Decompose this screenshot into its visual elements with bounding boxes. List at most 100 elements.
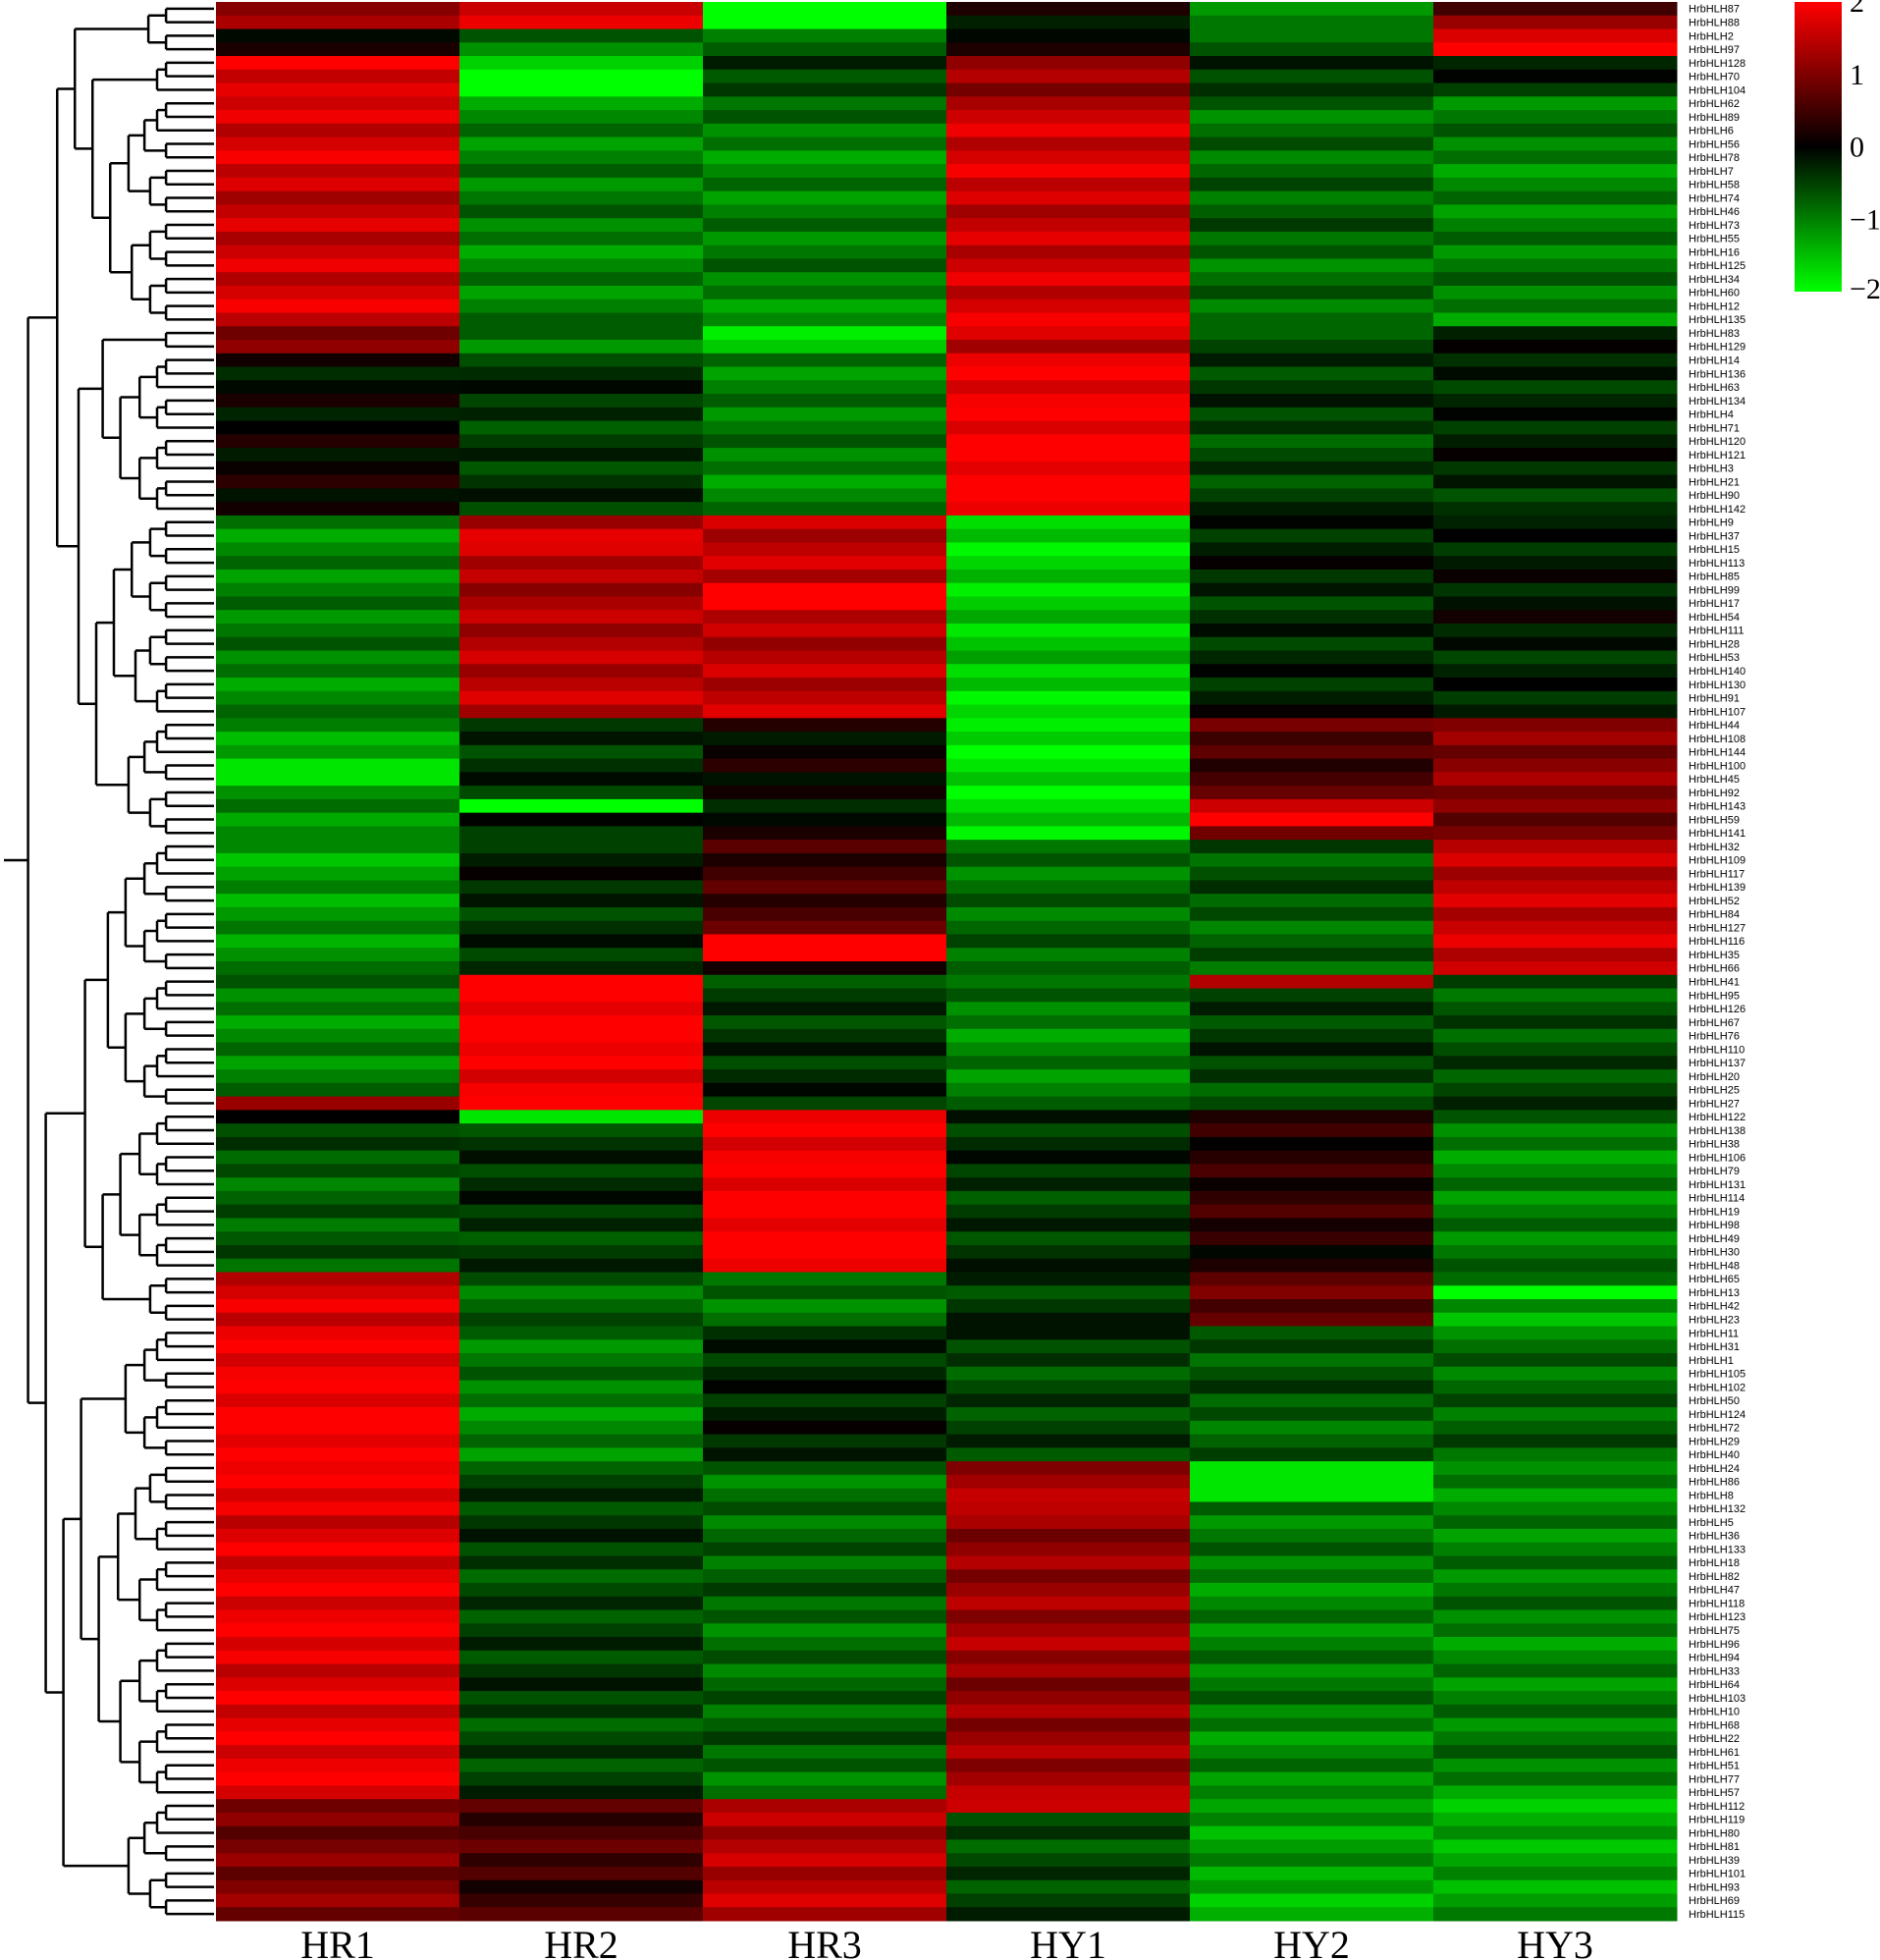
heatmap-cell bbox=[216, 1731, 460, 1746]
heatmap-cell bbox=[459, 1596, 704, 1611]
heatmap-cell bbox=[946, 1204, 1191, 1219]
row-label: HrbHLH4 bbox=[1689, 409, 1734, 421]
heatmap-cell bbox=[946, 1771, 1191, 1786]
heatmap-cell bbox=[216, 1164, 460, 1178]
heatmap-cell bbox=[946, 272, 1191, 287]
row-label: HrbHLH92 bbox=[1689, 788, 1740, 799]
heatmap-cell bbox=[216, 1515, 460, 1530]
heatmap-cell bbox=[946, 42, 1191, 57]
heatmap-cell bbox=[703, 474, 947, 489]
heatmap-cell bbox=[946, 1731, 1191, 1746]
heatmap-cell bbox=[946, 110, 1191, 125]
row-label: HrbHLH59 bbox=[1689, 814, 1740, 826]
heatmap-cell bbox=[946, 569, 1191, 584]
heatmap-cell bbox=[946, 974, 1191, 990]
heatmap-cell bbox=[459, 1028, 704, 1044]
heatmap-cell bbox=[216, 1447, 460, 1462]
heatmap-cell bbox=[1190, 136, 1434, 151]
heatmap-cell bbox=[1190, 82, 1434, 97]
heatmap-cell bbox=[703, 136, 947, 151]
heatmap-cell bbox=[946, 744, 1191, 760]
heatmap-cell bbox=[946, 1812, 1191, 1827]
heatmap-cell bbox=[216, 1028, 460, 1044]
heatmap-cell bbox=[946, 650, 1191, 665]
heatmap-cell bbox=[703, 1825, 947, 1840]
heatmap-cell bbox=[946, 894, 1191, 908]
row-label: HrbHLH39 bbox=[1689, 1855, 1740, 1867]
heatmap-cell bbox=[1433, 866, 1678, 881]
row-label: HrbHLH34 bbox=[1689, 274, 1740, 286]
row-label: HrbHLH19 bbox=[1689, 1206, 1740, 1218]
row-dendrogram bbox=[4, 7, 214, 1916]
heatmap-cell bbox=[1433, 1177, 1678, 1192]
heatmap-cell bbox=[1433, 164, 1678, 179]
heatmap-cell bbox=[703, 664, 947, 679]
heatmap-cell bbox=[703, 840, 947, 854]
heatmap-cell bbox=[946, 218, 1191, 233]
heatmap-cell bbox=[459, 123, 704, 138]
heatmap-cell bbox=[946, 880, 1191, 895]
heatmap-cell bbox=[459, 906, 704, 922]
heatmap-cell bbox=[946, 1123, 1191, 1138]
heatmap-cell bbox=[703, 1056, 947, 1070]
heatmap-cell bbox=[703, 272, 947, 287]
heatmap-cell bbox=[1433, 1839, 1678, 1854]
heatmap-cell bbox=[1190, 1501, 1434, 1516]
heatmap-cell bbox=[946, 1326, 1191, 1340]
color-scale-tick-label: −2 bbox=[1850, 273, 1880, 305]
row-label: HrbHLH58 bbox=[1689, 180, 1740, 191]
heatmap-cell bbox=[459, 866, 704, 881]
row-label: HrbHLH113 bbox=[1689, 558, 1745, 570]
heatmap-cell bbox=[216, 15, 460, 30]
heatmap-cell bbox=[459, 1785, 704, 1800]
heatmap-cell bbox=[1190, 434, 1434, 449]
row-label: HrbHLH118 bbox=[1689, 1598, 1745, 1609]
row-label: HrbHLH121 bbox=[1689, 450, 1746, 462]
heatmap-cell bbox=[1190, 1637, 1434, 1652]
heatmap-cell bbox=[946, 245, 1191, 259]
heatmap-cell bbox=[1433, 1028, 1678, 1044]
heatmap-cell bbox=[1190, 1353, 1434, 1368]
heatmap-cell bbox=[703, 934, 947, 949]
heatmap-cell bbox=[1433, 110, 1678, 125]
heatmap-cell bbox=[703, 582, 947, 597]
heatmap-cell bbox=[1190, 1312, 1434, 1328]
heatmap-cell bbox=[1190, 164, 1434, 179]
heatmap-cell bbox=[703, 1136, 947, 1152]
row-label: HrbHLH38 bbox=[1689, 1139, 1740, 1151]
heatmap-cell bbox=[1190, 1285, 1434, 1300]
heatmap-cell bbox=[1190, 1569, 1434, 1584]
heatmap-cell bbox=[459, 1609, 704, 1624]
heatmap-cell bbox=[1190, 1866, 1434, 1881]
heatmap-cell bbox=[1433, 920, 1678, 935]
heatmap-cell bbox=[459, 1758, 704, 1773]
heatmap-cell bbox=[1433, 988, 1678, 1003]
heatmap-cell bbox=[1190, 474, 1434, 489]
heatmap-cell bbox=[216, 1326, 460, 1340]
heatmap-cell bbox=[459, 988, 704, 1003]
heatmap-cell bbox=[1190, 1447, 1434, 1462]
row-label: HrbHLH124 bbox=[1689, 1409, 1746, 1421]
heatmap-cell bbox=[946, 582, 1191, 597]
heatmap-cell bbox=[459, 690, 704, 706]
heatmap-cell bbox=[1190, 920, 1434, 935]
heatmap-cell bbox=[459, 1069, 704, 1084]
heatmap-cell bbox=[1190, 840, 1434, 854]
heatmap-cell bbox=[1433, 1704, 1678, 1719]
heatmap-cell bbox=[1433, 1326, 1678, 1340]
heatmap-cell bbox=[946, 664, 1191, 679]
heatmap-cell bbox=[459, 1326, 704, 1340]
row-label: HrbHLH33 bbox=[1689, 1665, 1740, 1677]
heatmap-cell bbox=[459, 1663, 704, 1678]
heatmap-cell bbox=[1190, 488, 1434, 503]
heatmap-cell bbox=[946, 96, 1191, 111]
heatmap-cell bbox=[216, 1002, 460, 1016]
heatmap-cell bbox=[1433, 664, 1678, 679]
heatmap-cell bbox=[1433, 880, 1678, 895]
row-label: HrbHLH142 bbox=[1689, 504, 1746, 516]
heatmap-cell bbox=[946, 1866, 1191, 1881]
row-label: HrbHLH138 bbox=[1689, 1125, 1746, 1137]
heatmap-cell bbox=[1433, 718, 1678, 733]
heatmap-cell bbox=[1190, 258, 1434, 273]
row-label: HrbHLH18 bbox=[1689, 1557, 1740, 1569]
